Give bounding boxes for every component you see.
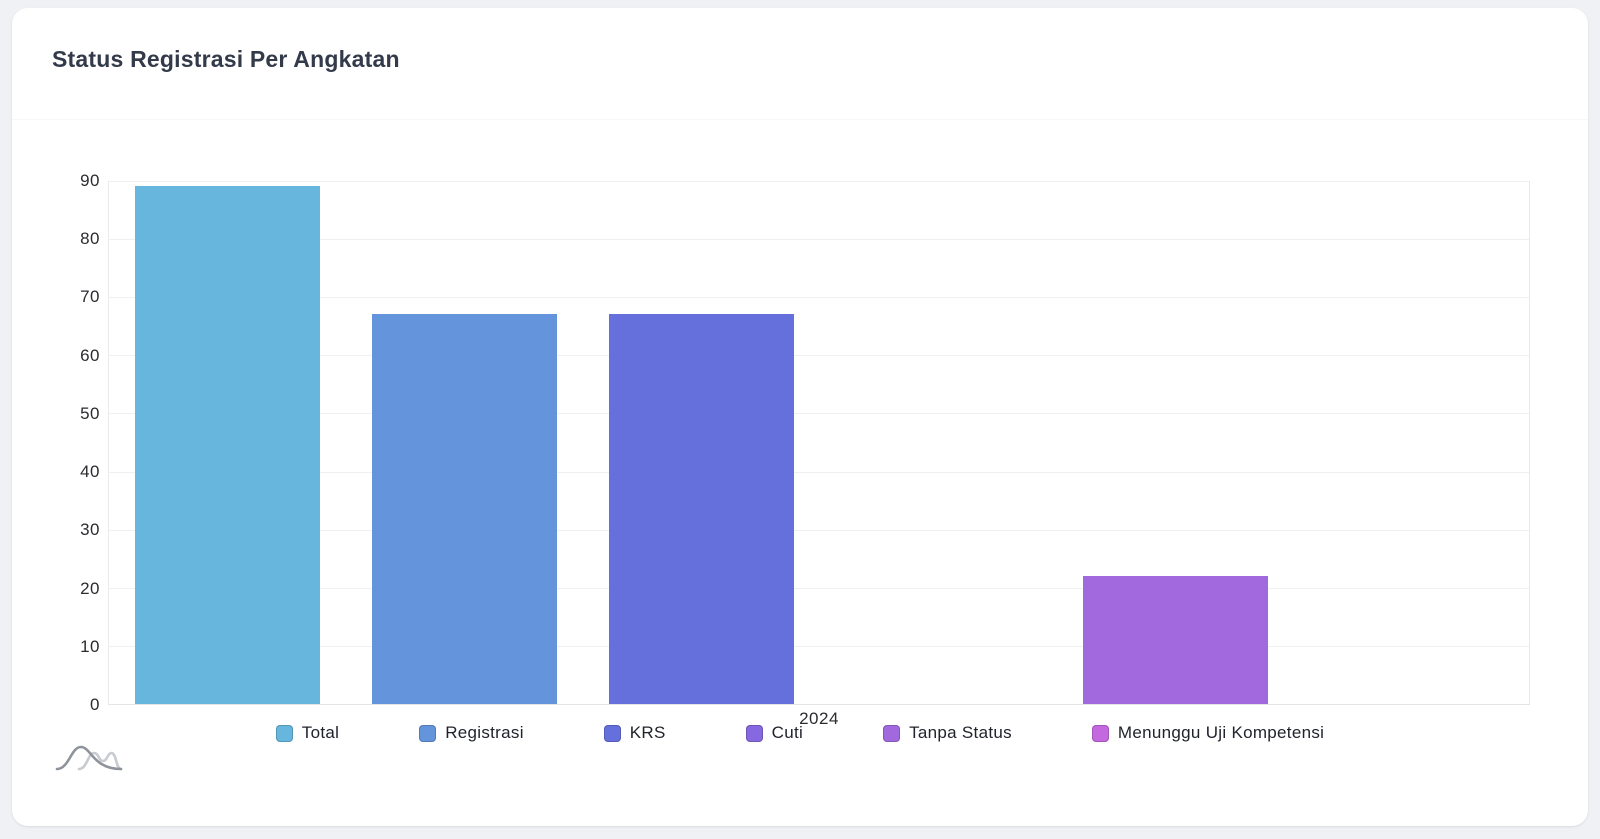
gridline (109, 646, 1529, 648)
bar-tanpa-status[interactable] (1083, 576, 1268, 704)
legend-swatch-icon (603, 724, 621, 742)
gridline (109, 413, 1529, 415)
legend-label: Tanpa Status (909, 723, 1012, 742)
y-axis-tick-label: 50 (80, 403, 100, 423)
y-axis-tick-label: 80 (80, 229, 100, 249)
gridline (109, 180, 1529, 182)
bar-total[interactable] (135, 186, 320, 704)
y-axis-tick-label: 60 (80, 345, 100, 365)
legend-item-cuti[interactable]: Cuti (745, 723, 804, 743)
y-axis-tick-label: 70 (80, 287, 100, 307)
page-title: Status Registrasi Per Angkatan (52, 46, 400, 72)
gridline (109, 529, 1529, 531)
gridline (109, 296, 1529, 298)
legend-label: KRS (629, 723, 666, 742)
gridline (109, 588, 1529, 590)
legend-label: Registrasi (445, 723, 524, 742)
bar-krs[interactable] (609, 314, 794, 704)
gridline (109, 238, 1529, 240)
legend-item-registrasi[interactable]: Registrasi (419, 723, 524, 743)
gridline (109, 355, 1529, 357)
y-axis-tick-label: 30 (80, 520, 100, 540)
gridline (109, 471, 1529, 473)
y-axis-tick-label: 10 (80, 636, 100, 656)
legend-swatch-icon (419, 724, 437, 742)
y-axis-tick-label: 0 (90, 695, 100, 714)
legend-swatch-icon (1091, 724, 1109, 742)
legend-label: Cuti (771, 723, 804, 742)
card-header: Status Registrasi Per Angkatan (12, 8, 1588, 120)
legend-item-total[interactable]: Total (275, 723, 340, 743)
chart-legend: Total Registrasi KRS Cuti Tanpa Status Menung… (12, 723, 1588, 743)
plot-area (108, 180, 1530, 705)
legend-label: Menunggu Uji Kompetensi (1117, 723, 1325, 742)
legend-item-krs[interactable]: KRS (603, 723, 666, 743)
y-axis-tick-label: 40 (80, 462, 100, 482)
legend-swatch-icon (883, 724, 901, 742)
legend-item-menunggu-uji-kompetensi[interactable]: Menunggu Uji Kompetensi (1091, 723, 1325, 743)
bar-registrasi[interactable] (372, 314, 557, 704)
x-axis-category-label: 2024 (799, 709, 839, 728)
legend-item-tanpa-status[interactable]: Tanpa Status (883, 723, 1012, 743)
legend-swatch-icon (745, 724, 763, 742)
y-axis-tick-label: 20 (80, 578, 100, 598)
legend-label: Total (301, 723, 340, 742)
y-axis-tick-label: 90 (80, 171, 100, 190)
legend-swatch-icon (275, 724, 293, 742)
waves-icon (55, 745, 123, 771)
chart-card: Status Registrasi Per Angkatan 0 10 20 30 40… (12, 8, 1588, 826)
